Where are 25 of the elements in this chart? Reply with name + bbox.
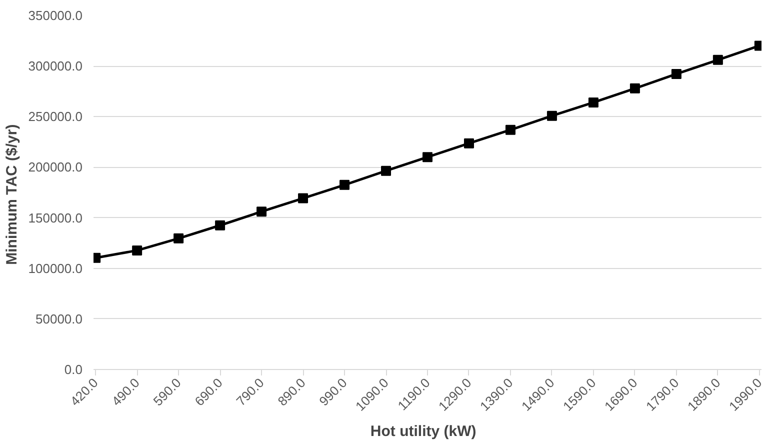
point bbox=[588, 97, 598, 108]
point bbox=[422, 152, 432, 162]
y-tick-label: 250000.0 bbox=[28, 109, 83, 124]
point bbox=[464, 138, 474, 148]
y-tick-label: 50000.0 bbox=[36, 311, 83, 326]
y-tick-label: 300000.0 bbox=[28, 58, 83, 74]
point bbox=[340, 180, 350, 190]
point bbox=[712, 54, 723, 65]
y-tick-label: 0.0 bbox=[64, 362, 83, 377]
point bbox=[671, 68, 682, 79]
point bbox=[132, 245, 142, 256]
point bbox=[215, 220, 226, 230]
x-axis-title: Hot utility (kW) bbox=[370, 422, 476, 440]
y-axis-title: Minimum TAC ($/yr) bbox=[3, 124, 20, 265]
point bbox=[546, 110, 557, 121]
point bbox=[630, 83, 640, 94]
point bbox=[174, 233, 184, 244]
point bbox=[381, 166, 392, 176]
y-tick-label: 200000.0 bbox=[28, 160, 83, 175]
point bbox=[256, 206, 267, 217]
y-tick-label: 100000.0 bbox=[28, 260, 83, 276]
point bbox=[298, 193, 308, 204]
y-tick-label: 350000.0 bbox=[28, 8, 83, 23]
point bbox=[505, 124, 516, 135]
y-tick-label: 150000.0 bbox=[28, 210, 83, 226]
